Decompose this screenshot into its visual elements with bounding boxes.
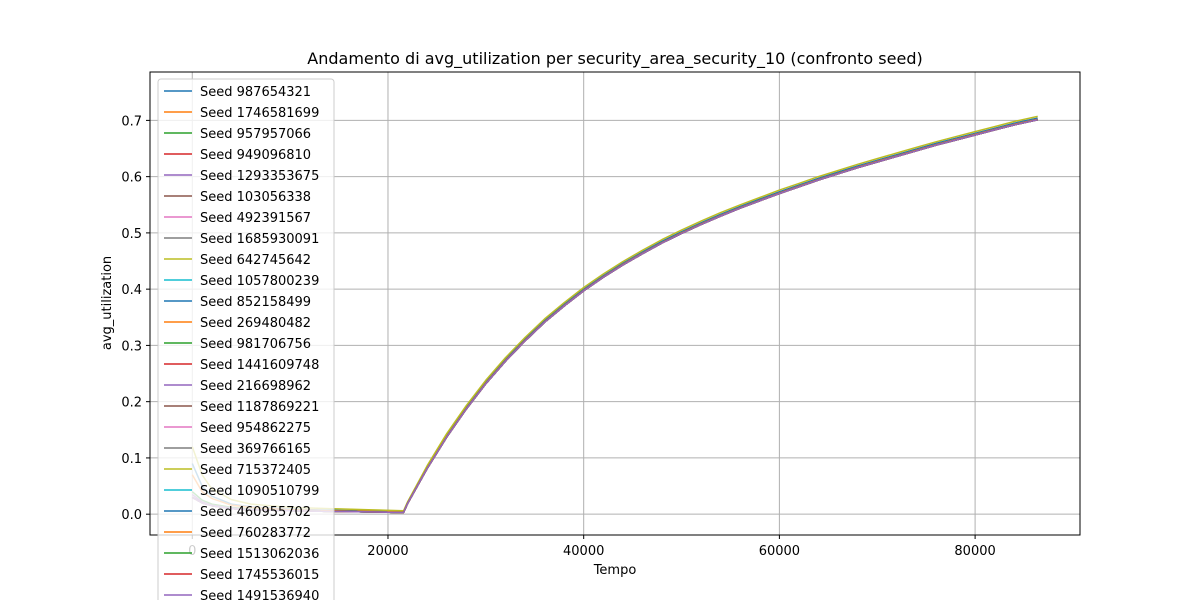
y-tick-label: 0.5: [121, 227, 142, 242]
y-tick-label: 0.4: [121, 283, 142, 298]
legend-entry: Seed 1293353675: [200, 169, 319, 184]
y-axis-label: avg_utilization: [100, 256, 115, 350]
legend: Seed 987654321 Seed 1746581699 Seed 957957…: [157, 78, 335, 600]
y-tick-label: 0.7: [121, 114, 142, 129]
legend-box: [157, 78, 335, 600]
legend-entry: Seed 642745642: [200, 253, 311, 268]
legend-entry: Seed 954862275: [200, 421, 311, 436]
legend-entry: Seed 981706756: [200, 337, 311, 352]
x-tick-label: 20000: [367, 544, 408, 559]
x-axis-label: Tempo: [593, 563, 637, 578]
legend-entry: Seed 1491536940: [200, 589, 319, 600]
y-tick-label: 0.1: [121, 452, 142, 467]
y-tick-label: 0.6: [121, 171, 142, 186]
legend-entry: Seed 1057800239: [200, 274, 319, 289]
x-tick-label: 80000: [954, 544, 995, 559]
legend-entry: Seed 1685930091: [200, 232, 319, 247]
legend-entry: Seed 949096810: [200, 148, 311, 163]
legend-entry: Seed 269480482: [200, 316, 311, 331]
legend-entry: Seed 760283772: [200, 526, 311, 541]
legend-entry: Seed 1746581699: [200, 106, 319, 121]
y-axis-ticks: 0.0 0.1 0.2 0.3 0.4 0.5 0.6 0.7: [121, 114, 150, 523]
legend-entry: Seed 216698962: [200, 379, 311, 394]
legend-entry: Seed 715372405: [200, 463, 311, 478]
y-tick-label: 0.3: [121, 339, 142, 354]
series-layer: [191, 115, 1038, 514]
chart-title: Andamento di avg_utilization per securit…: [307, 49, 922, 69]
series-line: [191, 115, 1038, 512]
legend-entry: Seed 460955702: [200, 505, 311, 520]
legend-entry: Seed 1745536015: [200, 568, 319, 583]
legend-entry: Seed 1090510799: [200, 484, 319, 499]
legend-entry: Seed 852158499: [200, 295, 311, 310]
plot-frame: [149, 71, 1081, 536]
legend-entry: Seed 1513062036: [200, 547, 319, 562]
series-line: [191, 119, 1038, 514]
y-tick-label: 0.0: [121, 508, 142, 523]
legend-entry: Seed 492391567: [200, 211, 311, 226]
legend-entry: Seed 369766165: [200, 442, 311, 457]
legend-entry: Seed 987654321: [200, 85, 311, 100]
y-tick-label: 0.2: [121, 396, 142, 411]
legend-entry: Seed 957957066: [200, 127, 311, 142]
x-tick-label: 40000: [563, 544, 604, 559]
legend-entry: Seed 1441609748: [200, 358, 319, 373]
x-tick-label: 60000: [759, 544, 800, 559]
legend-entry: Seed 1187869221: [200, 400, 319, 415]
legend-entry: Seed 103056338: [200, 190, 311, 205]
